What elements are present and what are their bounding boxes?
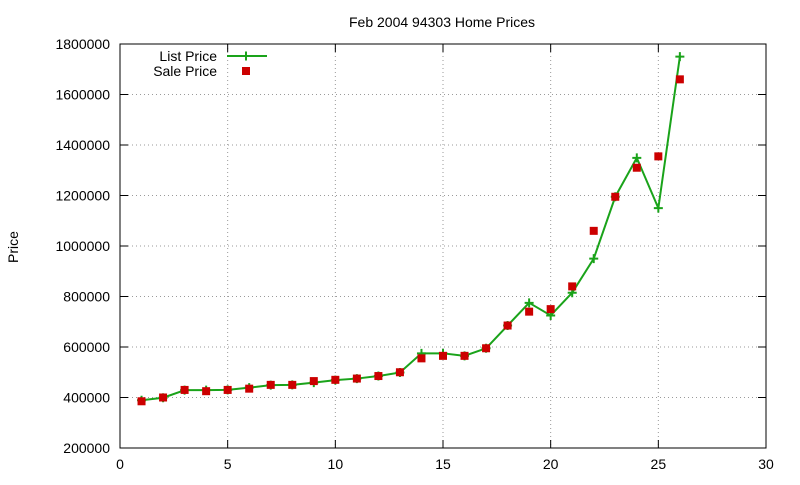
legend-marker-square [242, 67, 250, 75]
x-tick-label: 0 [116, 456, 124, 472]
y-tick-label: 1600000 [55, 87, 110, 103]
data-series [137, 52, 685, 406]
data-point-square [546, 305, 555, 314]
data-point-square [223, 385, 232, 394]
x-tick-label: 10 [328, 456, 344, 472]
series-line [141, 56, 681, 402]
data-point-square [589, 226, 598, 235]
data-point-square [288, 380, 297, 389]
data-point-plus [524, 298, 534, 308]
data-point-square [482, 344, 491, 353]
grid-lines [120, 44, 766, 448]
data-point-square [675, 75, 684, 84]
data-point-square [439, 351, 447, 360]
chart-title: Feb 2004 94303 Home Prices [349, 14, 535, 30]
data-point-square [503, 321, 512, 330]
x-tick-label: 15 [435, 456, 451, 472]
legend-marker-plus [241, 51, 251, 61]
data-point-plus [653, 203, 663, 213]
data-point-square [460, 351, 469, 360]
data-point-square [331, 375, 340, 384]
y-tick-label: 1000000 [55, 238, 110, 254]
data-point-square [374, 372, 383, 381]
data-point-square [202, 387, 211, 396]
data-point-square [568, 282, 577, 291]
data-point-square [352, 374, 361, 383]
data-point-square [632, 163, 641, 172]
y-tick-label: 1200000 [55, 188, 110, 204]
data-point-square [395, 368, 404, 377]
x-tick-label: 30 [758, 456, 774, 472]
axes: 0 5 10 15 20 25 30 200000 400000 600000 800000 1000… [55, 36, 774, 472]
data-point-square [654, 152, 663, 161]
x-tick-label: 20 [543, 456, 559, 472]
data-point-square [159, 393, 168, 402]
series-list-price [137, 52, 685, 405]
x-tick-label: 25 [651, 456, 667, 472]
data-point-square [417, 354, 426, 363]
legend-label: List Price [159, 48, 217, 64]
y-tick-label: 1400000 [55, 137, 110, 153]
legend-label: Sale Price [153, 63, 217, 79]
data-point-plus [632, 153, 642, 163]
y-tick-label: 800000 [63, 289, 110, 305]
data-point-plus [675, 52, 685, 62]
series-sale-price [137, 75, 684, 406]
data-point-square [266, 380, 275, 389]
y-tick-label: 400000 [63, 390, 110, 406]
data-point-square [525, 307, 534, 316]
y-tick-label: 200000 [63, 440, 110, 456]
y-axis-label: Price [5, 231, 21, 263]
data-point-plus [589, 254, 599, 264]
data-point-square [611, 192, 620, 201]
data-point-square [180, 385, 189, 394]
y-tick-label: 1800000 [55, 36, 110, 52]
data-point-square [245, 384, 254, 393]
data-point-square [137, 397, 146, 406]
x-tick-label: 5 [224, 456, 232, 472]
y-tick-label: 600000 [63, 339, 110, 355]
data-point-square [309, 377, 318, 386]
